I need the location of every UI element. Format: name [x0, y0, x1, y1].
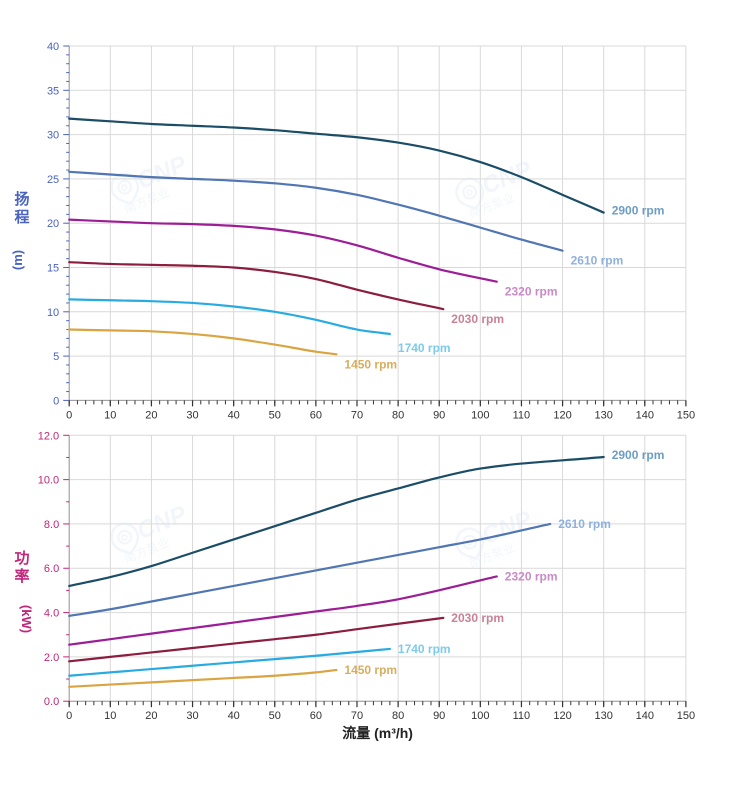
- svg-text:40: 40: [47, 41, 59, 53]
- svg-text:10: 10: [47, 307, 59, 319]
- svg-text:2.0: 2.0: [44, 652, 59, 664]
- svg-text:0.0: 0.0: [44, 696, 59, 708]
- svg-text:2900 rpm: 2900 rpm: [612, 448, 665, 462]
- svg-text:流量 (m³/h): 流量 (m³/h): [342, 725, 413, 741]
- svg-text:2320 rpm: 2320 rpm: [505, 285, 558, 299]
- svg-text:70: 70: [351, 710, 363, 722]
- svg-text:110: 110: [513, 409, 531, 421]
- svg-text:功: 功: [14, 550, 29, 567]
- svg-text:1740 rpm: 1740 rpm: [398, 341, 451, 355]
- svg-text:(kW): (kW): [19, 605, 34, 633]
- svg-text:30: 30: [47, 130, 59, 142]
- svg-text:150: 150: [677, 710, 695, 722]
- svg-text:0: 0: [66, 409, 72, 421]
- svg-text:130: 130: [595, 409, 613, 421]
- svg-text:20: 20: [47, 218, 59, 230]
- svg-text:140: 140: [636, 409, 654, 421]
- svg-text:6.0: 6.0: [44, 563, 59, 575]
- svg-text:(m): (m): [10, 250, 25, 270]
- svg-text:2030 rpm: 2030 rpm: [451, 611, 504, 625]
- svg-text:2900 rpm: 2900 rpm: [612, 204, 665, 218]
- svg-text:140: 140: [636, 710, 654, 722]
- svg-text:0: 0: [66, 710, 72, 722]
- svg-text:80: 80: [392, 409, 404, 421]
- svg-text:2030 rpm: 2030 rpm: [451, 312, 504, 326]
- svg-text:2610 rpm: 2610 rpm: [558, 517, 611, 531]
- svg-text:120: 120: [553, 710, 571, 722]
- svg-text:40: 40: [228, 409, 240, 421]
- svg-text:10: 10: [104, 409, 116, 421]
- svg-text:15: 15: [47, 263, 59, 275]
- svg-text:扬: 扬: [14, 190, 29, 208]
- svg-text:30: 30: [186, 409, 198, 421]
- svg-text:4.0: 4.0: [44, 608, 59, 620]
- svg-text:2610 rpm: 2610 rpm: [571, 254, 624, 268]
- svg-text:80: 80: [392, 710, 404, 722]
- svg-text:100: 100: [471, 409, 489, 421]
- svg-text:35: 35: [47, 85, 59, 97]
- svg-text:5: 5: [53, 351, 59, 363]
- svg-text:30: 30: [186, 710, 198, 722]
- svg-text:率: 率: [14, 567, 29, 585]
- svg-text:50: 50: [269, 710, 281, 722]
- svg-text:60: 60: [310, 710, 322, 722]
- svg-text:130: 130: [595, 710, 613, 722]
- svg-text:50: 50: [269, 409, 281, 421]
- svg-text:2320 rpm: 2320 rpm: [505, 569, 558, 583]
- svg-text:10: 10: [104, 710, 116, 722]
- svg-text:70: 70: [351, 409, 363, 421]
- svg-text:150: 150: [677, 409, 695, 421]
- svg-text:60: 60: [310, 409, 322, 421]
- svg-text:90: 90: [433, 710, 445, 722]
- svg-text:90: 90: [433, 409, 445, 421]
- svg-text:1740 rpm: 1740 rpm: [398, 642, 451, 656]
- svg-text:20: 20: [145, 710, 157, 722]
- svg-text:120: 120: [553, 409, 571, 421]
- svg-text:20: 20: [145, 409, 157, 421]
- svg-text:40: 40: [228, 710, 240, 722]
- svg-text:1450 rpm: 1450 rpm: [344, 357, 397, 371]
- svg-text:8.0: 8.0: [44, 519, 59, 531]
- svg-text:100: 100: [471, 710, 489, 722]
- svg-text:程: 程: [14, 209, 29, 226]
- svg-text:110: 110: [513, 710, 531, 722]
- svg-text:12.0: 12.0: [38, 430, 59, 442]
- svg-text:10.0: 10.0: [38, 475, 59, 487]
- svg-text:1450 rpm: 1450 rpm: [344, 663, 397, 677]
- svg-text:25: 25: [47, 174, 59, 186]
- svg-text:0: 0: [53, 395, 59, 407]
